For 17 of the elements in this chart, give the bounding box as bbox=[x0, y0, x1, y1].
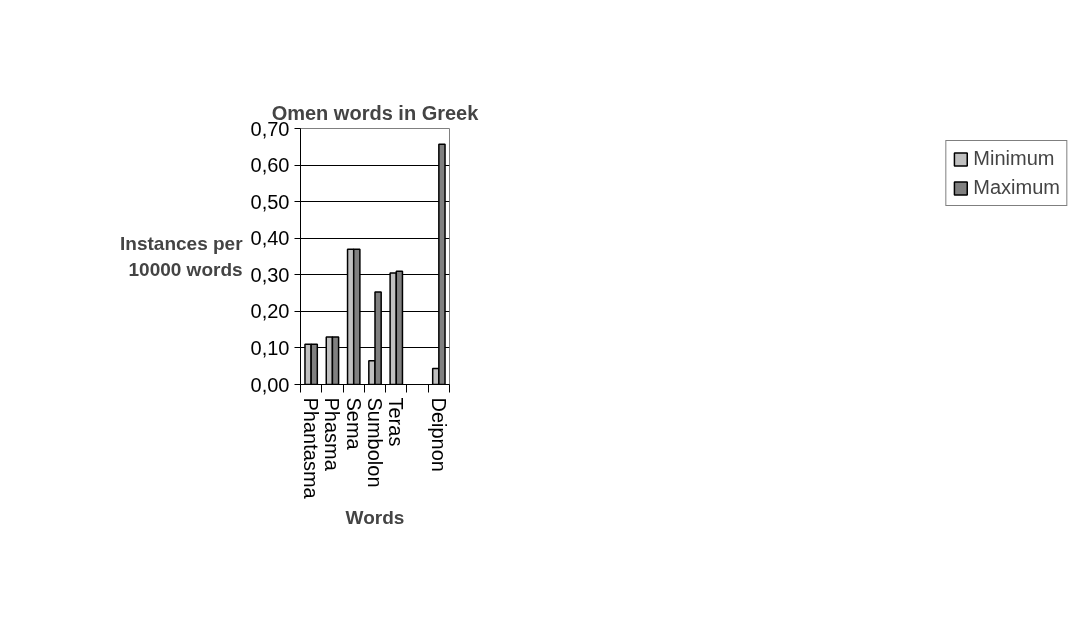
x-tick-label: Phasma bbox=[321, 397, 344, 472]
y-axis-title: Instances per 10000 words bbox=[120, 233, 244, 280]
x-tick-label: Deipnon bbox=[427, 397, 450, 473]
y-tick-label: 0,50 bbox=[250, 190, 290, 213]
x-tick-label: Sema bbox=[342, 397, 365, 451]
x-tick-label: Sumbolon bbox=[364, 397, 386, 488]
y-tick-label: 0,10 bbox=[250, 336, 290, 359]
y-tick-label: 0,30 bbox=[250, 263, 290, 286]
y-tick-label: 0,40 bbox=[250, 227, 290, 250]
legend-label: Minimum bbox=[973, 147, 1055, 170]
x-tick-label: Phantasma bbox=[300, 397, 323, 500]
x-axis-title: Words bbox=[345, 506, 405, 528]
y-tick-label: 0,20 bbox=[250, 300, 290, 323]
legend-label: Maximum bbox=[973, 176, 1060, 199]
y-tick-label: 0,00 bbox=[250, 373, 290, 396]
x-tick-label: Teras bbox=[385, 397, 408, 447]
y-tick-label: 0,60 bbox=[250, 154, 290, 177]
